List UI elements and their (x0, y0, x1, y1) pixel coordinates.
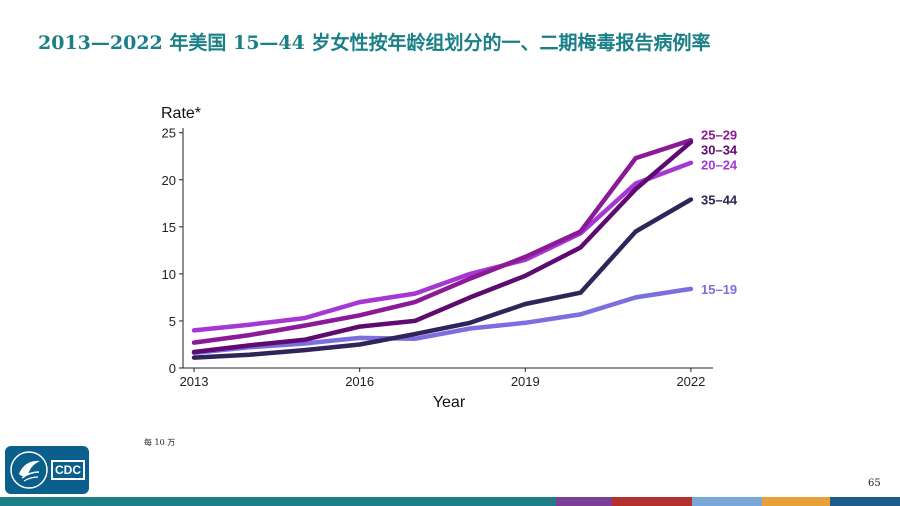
x-tick-label: 2016 (345, 374, 374, 389)
page-number: 65 (868, 478, 881, 489)
y-tick-label: 5 (169, 314, 176, 329)
series-end-label: 30–34 (701, 143, 738, 158)
bottom-bar-segment (692, 497, 762, 506)
bottom-bar-segment (612, 497, 692, 506)
series-line-35–44 (191, 197, 694, 360)
bottom-color-bar (0, 497, 900, 506)
chart-axes: 0 5 10 15 20 25 2013 2016 2019 2022 Rate* Year (161, 105, 713, 411)
bottom-bar-segment (762, 497, 830, 506)
series-end-label: 25–29 (701, 128, 737, 143)
series-line-25–29 (191, 137, 694, 345)
y-tick-label: 25 (162, 126, 176, 141)
bottom-bar-segment (0, 497, 556, 506)
y-tick-label: 15 (162, 220, 176, 235)
series-line-30–34 (191, 139, 694, 355)
x-axis-title: Year (433, 394, 466, 411)
bottom-bar-segment (556, 497, 612, 506)
slide-title: 2013—2022 年美国 15—44 岁女性按年龄组划分的一、二期梅毒报告病例… (38, 32, 711, 54)
footnote: 每 10 万 (144, 438, 176, 447)
x-tick-label: 2013 (180, 374, 209, 389)
y-tick-label: 0 (169, 361, 176, 376)
series-line-15–19 (191, 286, 694, 356)
series-end-label: 20–24 (701, 158, 738, 173)
y-axis-title: Rate* (161, 105, 201, 122)
chart-series-lines (191, 137, 694, 360)
cdc-logo: CDC (5, 446, 89, 494)
bottom-bar-segment (830, 497, 900, 506)
y-tick-label: 10 (162, 267, 176, 282)
series-end-label: 15–19 (701, 282, 737, 297)
x-tick-label: 2022 (676, 374, 705, 389)
x-tick-label: 2019 (511, 374, 540, 389)
series-end-label: 35–44 (701, 193, 738, 208)
y-tick-label: 20 (162, 173, 176, 188)
hhs-eagle-icon (10, 451, 48, 489)
series-line-20–24 (191, 160, 694, 333)
cdc-logo-text: CDC (51, 460, 85, 480)
